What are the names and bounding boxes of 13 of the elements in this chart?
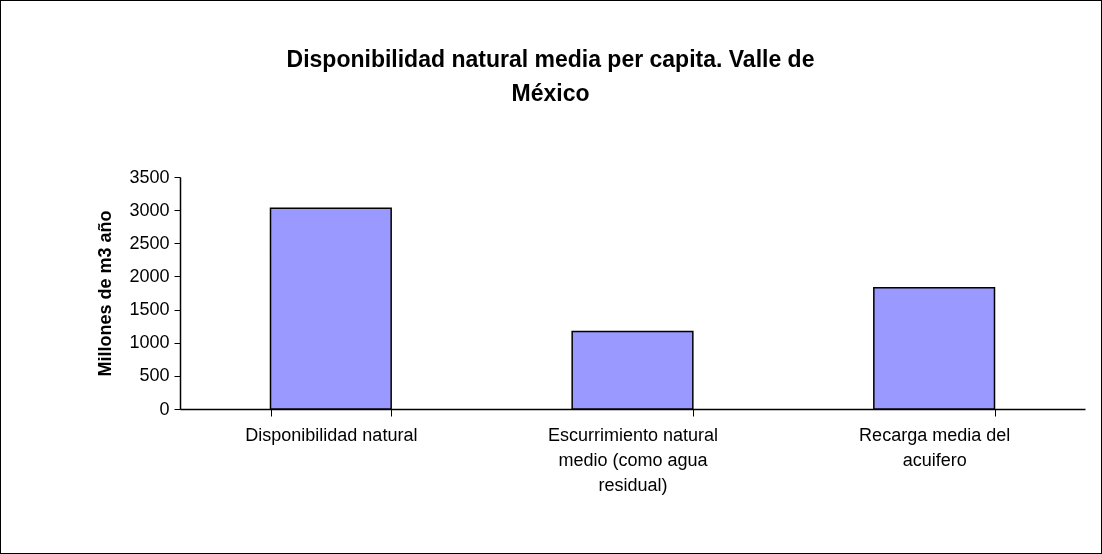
y-axis-title: Millones de m3 año: [95, 210, 116, 377]
y-tick-label: 2500: [129, 232, 170, 253]
y-tick-label: 3000: [129, 199, 170, 220]
y-tick-label: 0: [159, 398, 170, 419]
y-tick-label: 1500: [129, 299, 170, 320]
y-tick-label: 3500: [129, 166, 170, 187]
x-tick-label: Escurrimiento natural medio (como agua residual): [547, 424, 719, 495]
x-tick-label: Recarga media del acuifero: [859, 424, 1011, 470]
y-tick-label: 2000: [129, 265, 170, 286]
y-tick-label: 1000: [129, 332, 170, 353]
chart-title: Disponibilidad natural media per capita. Valle de México: [286, 46, 815, 106]
y-tick-label: 500: [139, 365, 170, 386]
x-tick-label: Disponibilidad natural: [245, 424, 418, 445]
